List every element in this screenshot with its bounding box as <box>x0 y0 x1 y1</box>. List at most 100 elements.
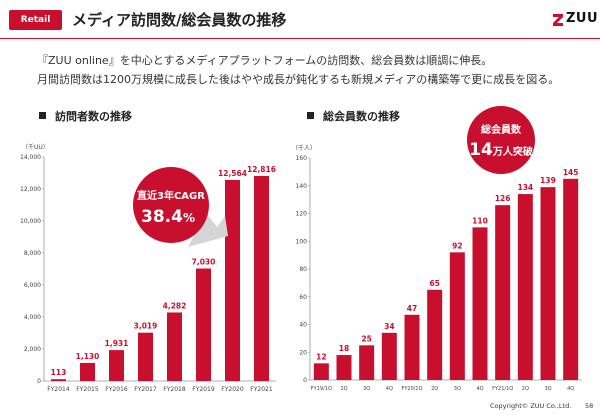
visitors-chart: （千UU） 0 2,000 4,000 6,000 8,000 10,000 12,000 14… <box>20 143 276 393</box>
y-tick-label: 0 <box>303 377 307 384</box>
x-tick-label: 2Q <box>340 386 347 392</box>
members-badge-label: 総会員数 <box>481 123 522 136</box>
data-label: 12 <box>316 352 326 361</box>
zuu-logo-icon <box>553 14 563 26</box>
x-tick-label: FY20/1Q <box>401 386 422 392</box>
bar <box>495 205 511 380</box>
cagr-value-unit: % <box>183 211 195 225</box>
x-tick-label: FY2019 <box>192 386 215 393</box>
x-tick-label: 3Q <box>363 386 370 392</box>
y-tick-label: 10,000 <box>20 218 41 225</box>
members-value-unit: 万人突破 <box>492 145 533 158</box>
data-label: 92 <box>452 241 462 250</box>
bar <box>196 268 211 381</box>
bar <box>540 187 556 380</box>
x-tick-label: FY2020 <box>221 386 244 393</box>
category-badge: Retail <box>9 10 62 30</box>
x-tick-label: 4Q <box>476 386 483 392</box>
section-title-members: 総会員数の推移 <box>307 108 400 124</box>
x-tick-label: 2Q <box>522 386 529 392</box>
x-tick-label: FY2021 <box>250 386 273 393</box>
y-tick-label: 14,000 <box>20 154 41 161</box>
data-label: 126 <box>495 194 511 203</box>
bar <box>449 252 465 380</box>
cagr-badge-value: 38.4% <box>141 207 195 227</box>
y-tick-label: 12,000 <box>20 186 41 193</box>
data-label: 1,130 <box>76 352 100 361</box>
x-tick-label: FY2015 <box>76 386 99 393</box>
bar <box>381 332 397 380</box>
logo-text: ZUU <box>566 11 599 26</box>
x-tick-label: 2Q <box>431 386 438 392</box>
trend-arrow-icon <box>188 213 228 247</box>
page-title: メディア訪問数/総会員数の推移 <box>72 11 287 29</box>
bar <box>51 379 66 381</box>
bar <box>225 179 240 381</box>
lead-line-2: 月間訪問数は1200万規模に成長した後はやや成長が鈍化するも新規メディアの構築等… <box>37 73 560 86</box>
bar <box>80 362 95 381</box>
x-tick-label: FY2016 <box>105 386 128 393</box>
y-tick-label: 160 <box>296 155 308 162</box>
bar <box>427 289 443 380</box>
lead-line-1: 『ZUU online』を中心とするメディアプラットフォームの訪問数、総会員数は… <box>37 54 493 67</box>
bar <box>109 350 124 381</box>
data-label: 18 <box>339 344 349 353</box>
x-tick-label: 3Q <box>454 386 461 392</box>
y-tick-label: 2,000 <box>24 346 41 353</box>
data-label: 1,931 <box>105 339 129 348</box>
members-value-number: 14 <box>469 140 493 160</box>
logo: ZUU <box>552 11 598 29</box>
y-axis-label: （千人） <box>292 144 316 152</box>
bar <box>313 363 329 380</box>
data-label: 65 <box>429 279 439 288</box>
bar <box>336 355 352 380</box>
members-chart: （千人） 0 20 40 60 80 100 120 140 160 12 FY19/1Q 18 2Q 25… <box>292 106 582 392</box>
y-tick-label: 0 <box>37 378 41 385</box>
section-title-members-text: 総会員数の推移 <box>323 110 400 123</box>
y-tick-label: 8,000 <box>24 250 41 257</box>
bar <box>359 345 375 380</box>
copyright: Copyright© ZUU Co.,Ltd. <box>490 402 572 410</box>
x-tick-label: 4Q <box>386 386 393 392</box>
data-label: 7,030 <box>192 258 216 267</box>
x-tick-label: 4Q <box>567 386 574 392</box>
y-tick-label: 140 <box>296 183 308 190</box>
bar <box>138 332 153 381</box>
data-label: 12,816 <box>247 165 276 174</box>
bar <box>404 314 420 380</box>
data-label: 134 <box>518 183 534 192</box>
page-number: 58 <box>585 402 594 410</box>
x-tick-label: FY2017 <box>134 386 157 393</box>
x-tick-label: FY2014 <box>47 386 70 393</box>
square-bullet-icon <box>39 112 46 119</box>
y-tick-label: 120 <box>296 211 308 218</box>
data-label: 4,282 <box>163 301 187 310</box>
section-title-visitors-text: 訪問者数の推移 <box>55 110 132 123</box>
cagr-badge <box>133 167 209 243</box>
data-label: 113 <box>51 368 67 377</box>
y-tick-label: 20 <box>299 349 307 356</box>
x-tick-label: FY21/1Q <box>492 386 513 392</box>
y-axis-label: （千UU） <box>22 143 49 151</box>
bar <box>167 312 182 381</box>
y-tick-label: 6,000 <box>24 282 41 289</box>
square-bullet-icon <box>307 112 314 119</box>
x-tick-label: FY19/1Q <box>311 386 332 392</box>
x-tick-label: FY2018 <box>163 386 186 393</box>
y-tick-label: 40 <box>299 322 307 329</box>
data-label: 139 <box>540 176 556 185</box>
members-badge-value: 14万人突破 <box>469 140 533 160</box>
data-label: 25 <box>361 334 371 343</box>
data-label: 145 <box>563 168 579 177</box>
y-tick-label: 100 <box>296 238 308 245</box>
bar <box>254 175 269 381</box>
members-badge <box>467 106 535 174</box>
header: Retail メディア訪問数/総会員数の推移 ZUU <box>0 0 600 40</box>
data-label: 3,019 <box>134 322 158 331</box>
y-tick-label: 60 <box>299 294 307 301</box>
cagr-value-number: 38.4 <box>141 207 183 227</box>
y-tick-label: 80 <box>299 266 307 273</box>
cagr-badge-label: 直近3年CAGR <box>137 189 205 202</box>
data-label: 34 <box>384 322 394 331</box>
x-tick-label: 3Q <box>544 386 551 392</box>
